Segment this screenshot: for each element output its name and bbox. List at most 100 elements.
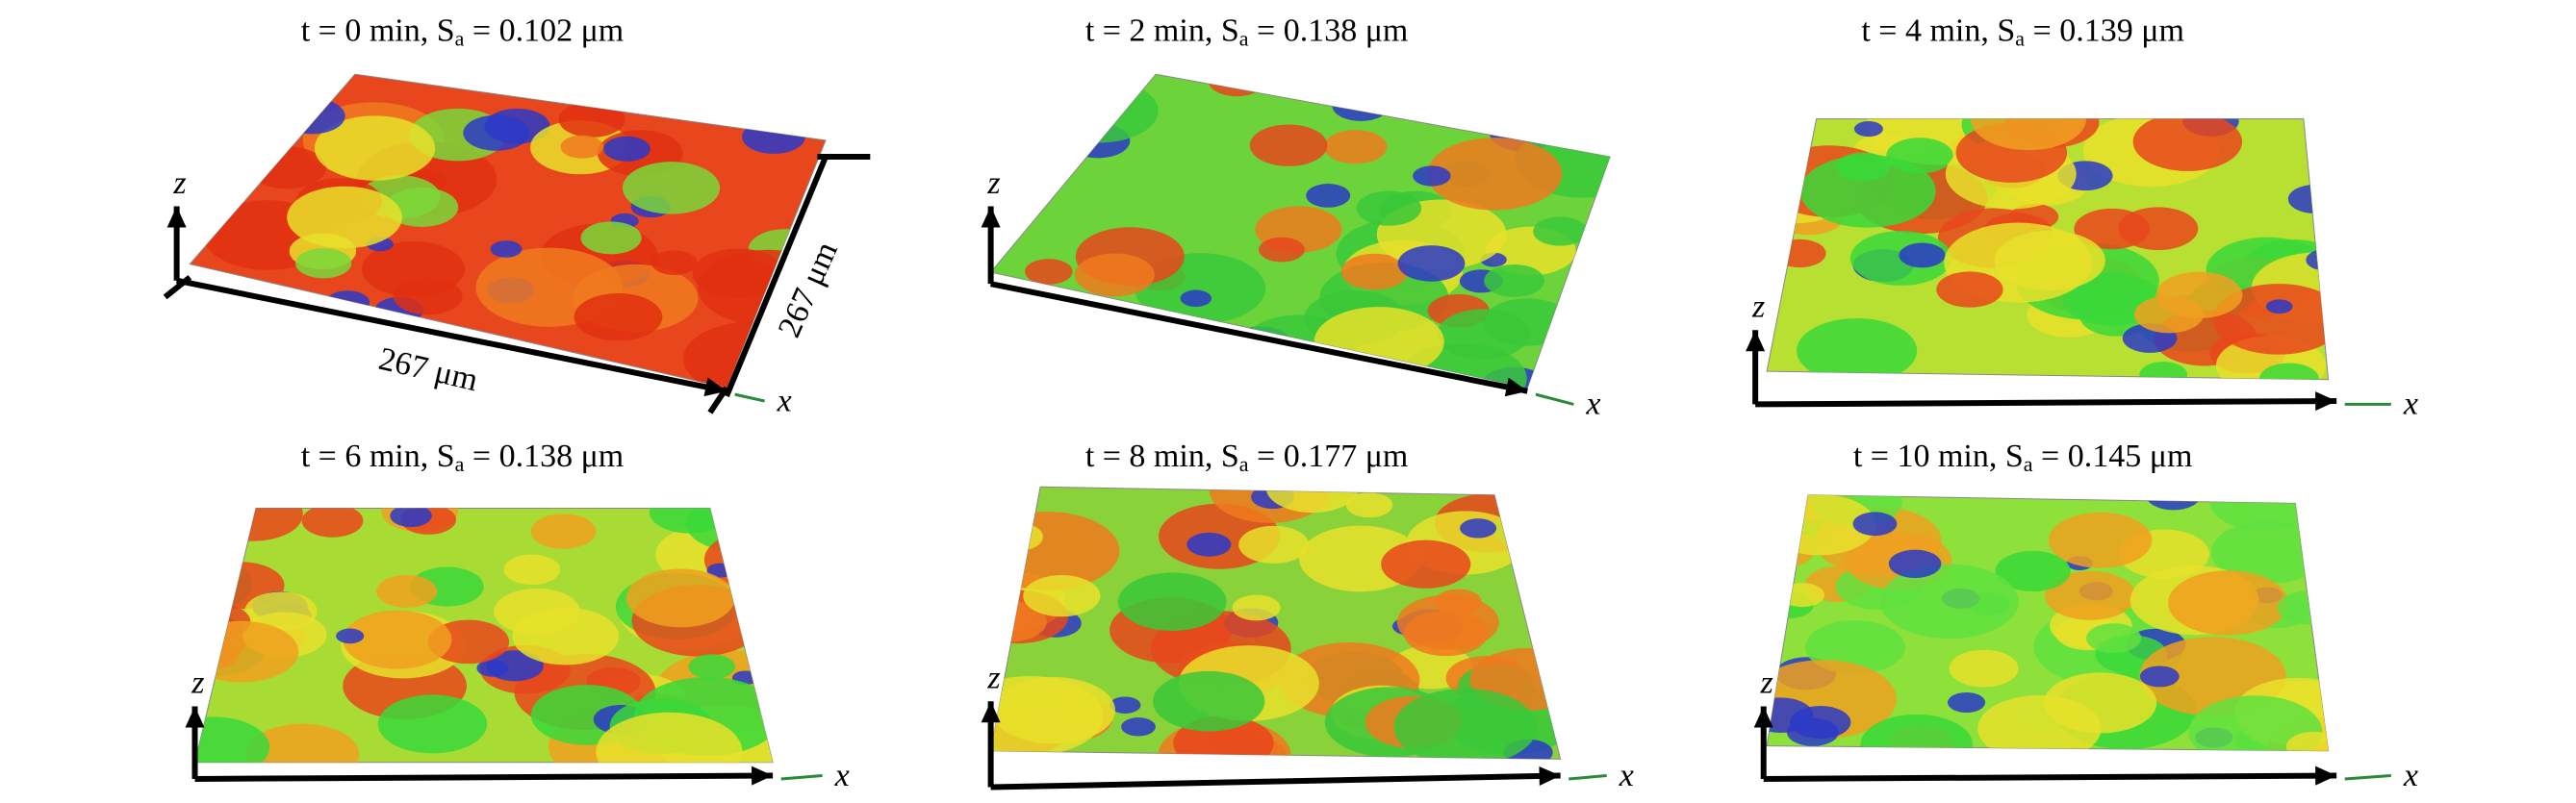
surface-patch <box>625 568 735 628</box>
panel-title: t = 10 min, Sa = 0.145 μm <box>1853 439 2193 476</box>
surface-patch <box>190 122 273 170</box>
surface-patch <box>1879 564 2019 640</box>
surface-patch <box>2118 207 2199 251</box>
dimension-label: 267 μm <box>375 341 481 398</box>
surface-patch <box>1949 649 2019 688</box>
arrow-head <box>1746 330 1766 352</box>
surface-patch <box>649 508 729 534</box>
surface-patch <box>742 119 805 154</box>
x-arrow <box>780 774 823 781</box>
surface-patch <box>217 74 271 92</box>
surface-patch <box>2139 665 2180 688</box>
surface-patch <box>574 292 663 341</box>
surface-patch <box>1797 317 1918 380</box>
surface-patch <box>1853 120 1883 138</box>
surface-patch <box>2048 512 2153 568</box>
surface-patch <box>603 136 650 162</box>
surface-patch <box>194 546 231 582</box>
surface-patch <box>651 250 698 275</box>
surface-patch <box>1899 242 1946 268</box>
surface-patch <box>1460 518 1497 539</box>
surface-patch <box>990 522 1043 552</box>
dim-tick <box>707 386 729 414</box>
surface-patch <box>2265 299 2293 314</box>
surface-patch <box>237 349 284 375</box>
surface-patch <box>2132 118 2243 171</box>
x-arrow <box>734 392 765 403</box>
surface-patch <box>2044 570 2136 620</box>
surface-patch <box>2306 118 2329 139</box>
title-part: t = 2 min, S <box>1085 13 1239 48</box>
surface-patch <box>314 115 436 181</box>
title-part: t = 8 min, S <box>1085 439 1239 474</box>
surface-patch <box>190 99 246 135</box>
surface-patch <box>558 101 625 138</box>
title-subscript: a <box>2024 452 2033 476</box>
z-label: z <box>1760 665 1773 701</box>
surface-patch <box>1258 237 1305 263</box>
surface-patch <box>1345 492 1393 518</box>
surface-patch <box>2277 590 2329 625</box>
surface-patch <box>195 142 260 178</box>
title-part: = 0.145 μm <box>2033 439 2193 474</box>
title-part: t = 4 min, S <box>1861 13 2015 48</box>
surface-patch <box>1888 549 1942 578</box>
surface-patch <box>278 98 345 135</box>
panel-title: t = 2 min, Sa = 0.138 μm <box>1085 13 1409 50</box>
x-arrow <box>1535 392 1574 406</box>
surface-patch <box>1177 337 1229 365</box>
surface-patch <box>376 574 438 608</box>
surface-texture <box>194 508 774 763</box>
surface-patch <box>1786 717 1839 746</box>
surface-patch <box>1426 138 1563 211</box>
surface-patch <box>1779 583 1825 608</box>
x-label: x <box>777 383 792 418</box>
surface-patch <box>580 221 642 255</box>
surface-patch <box>1381 540 1471 589</box>
surface-patch <box>2306 249 2329 271</box>
surface-patch <box>1484 264 1544 297</box>
axis-line <box>990 281 1528 394</box>
surface-patch <box>2139 362 2188 380</box>
surface-patch <box>1180 289 1212 308</box>
arrow-head <box>185 706 205 728</box>
surface-patch <box>295 248 352 279</box>
surface-patch <box>301 508 364 538</box>
surface-patch <box>596 712 743 763</box>
x-arrow <box>1569 774 1607 781</box>
surface-patch <box>990 74 1033 97</box>
surface-patch <box>1238 525 1310 564</box>
surface-patch <box>1013 142 1063 170</box>
title-part: = 0.177 μm <box>1249 439 1409 474</box>
surface-patch <box>343 610 452 669</box>
surface-patch <box>194 716 270 763</box>
title-subscript: a <box>455 452 465 476</box>
surface-patch <box>688 654 735 680</box>
panel-title: t = 6 min, Sa = 0.138 μm <box>301 439 625 476</box>
surface-patch <box>390 508 432 528</box>
surface-patch <box>1995 550 2071 591</box>
surface-patch <box>216 304 261 329</box>
surface-patch <box>1153 347 1210 378</box>
dimension-label: 267 μm <box>772 237 845 342</box>
surface-patch <box>213 324 361 389</box>
surface-patch <box>990 675 1104 756</box>
surface-patch <box>1232 594 1281 621</box>
z-label: z <box>172 165 186 201</box>
arrow-head <box>1504 377 1528 397</box>
surface-patch <box>1109 696 1141 714</box>
surface-patch <box>1553 305 1611 337</box>
arrow-head <box>981 206 1001 228</box>
surface-patch <box>1559 74 1611 124</box>
surface-patch <box>1208 74 1265 97</box>
surface-patch <box>1186 532 1232 557</box>
surface-patch <box>190 141 216 163</box>
surface-patch <box>1314 307 1444 377</box>
surface-patch <box>1356 190 1422 226</box>
surface-patch <box>2212 284 2329 355</box>
surface-patch <box>512 607 620 665</box>
surface-patch <box>194 508 231 537</box>
axis-line <box>176 277 727 394</box>
axis-line <box>1763 772 2337 782</box>
surface-patch <box>1437 309 1531 360</box>
